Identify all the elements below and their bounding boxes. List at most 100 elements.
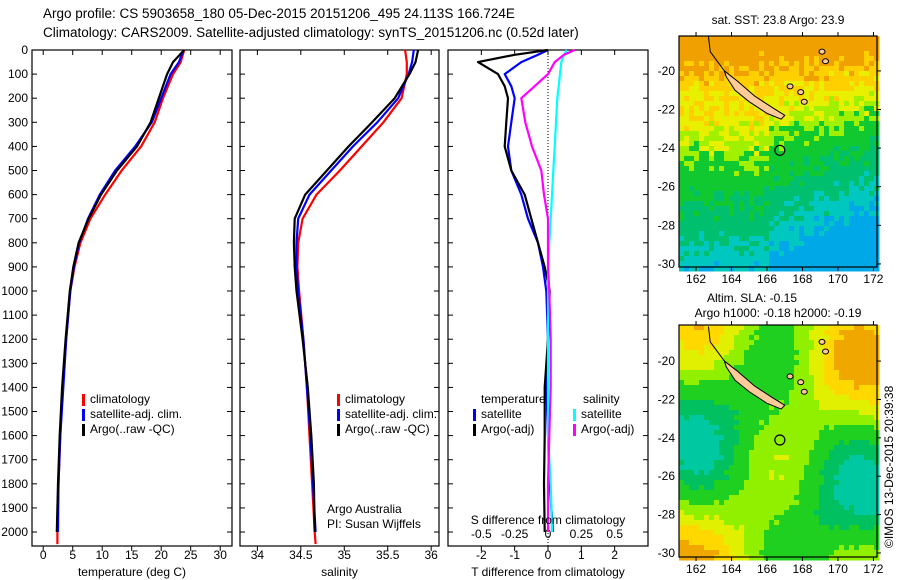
map-cell <box>759 86 765 92</box>
map-cell <box>819 76 825 82</box>
map-cell <box>784 440 790 446</box>
map-cell <box>859 121 865 127</box>
map-cell <box>704 430 710 436</box>
map-cell <box>784 410 790 416</box>
legend-label: satellite <box>581 407 622 421</box>
map-cell <box>709 211 715 217</box>
map-cell <box>759 340 765 346</box>
map-cell <box>729 505 735 511</box>
map-cell <box>729 101 735 107</box>
map-cell <box>829 161 835 167</box>
map-cell <box>694 365 700 371</box>
map-cell <box>689 101 695 107</box>
map-cell <box>764 345 770 351</box>
map-cell <box>764 450 770 456</box>
map-cell <box>689 191 695 197</box>
map-cell <box>764 540 770 546</box>
map-cell <box>734 555 740 561</box>
map-cell <box>714 555 720 561</box>
map-cell <box>749 340 755 346</box>
map-cell <box>704 201 710 207</box>
map-cell <box>854 480 860 486</box>
map-cell <box>704 96 710 102</box>
map-cell <box>694 505 700 511</box>
map-cell <box>684 355 690 361</box>
map-cell <box>864 231 870 237</box>
map-cell <box>729 211 735 217</box>
map-cell <box>699 171 705 177</box>
map-cell <box>869 500 875 506</box>
map-cell <box>699 141 705 147</box>
map-cell <box>844 435 850 441</box>
map-cell <box>864 475 870 481</box>
map-cell <box>799 196 805 202</box>
map-cell <box>709 360 715 366</box>
map-cell <box>799 126 805 132</box>
map-cell <box>814 390 820 396</box>
map-cell <box>779 76 785 82</box>
map-cell <box>694 550 700 556</box>
map-cell <box>859 510 865 516</box>
map-cell <box>694 76 700 82</box>
map-cell <box>734 465 740 471</box>
map-cell <box>794 106 800 112</box>
map-cell <box>709 116 715 122</box>
map-cell <box>759 191 765 197</box>
map-cell <box>714 380 720 386</box>
map-cell <box>759 415 765 421</box>
map-cell <box>779 151 785 157</box>
map-cell <box>709 161 715 167</box>
map-cell <box>834 410 840 416</box>
map-cell <box>749 405 755 411</box>
map-cell <box>784 375 790 381</box>
map-cell <box>694 375 700 381</box>
map-cell <box>714 146 720 152</box>
map-cell <box>799 256 805 262</box>
temperature-tick-label: 20 <box>155 548 169 562</box>
map-cell <box>814 325 820 331</box>
map-cell <box>699 350 705 356</box>
map-cell <box>824 246 830 252</box>
map-cell <box>824 375 830 381</box>
map-cell <box>859 91 865 97</box>
map-cell <box>854 156 860 162</box>
map-cell <box>854 415 860 421</box>
map-cell <box>699 455 705 461</box>
map-cell <box>789 36 795 42</box>
map-cell <box>774 465 780 471</box>
map-cell <box>704 375 710 381</box>
map-cell <box>724 445 730 451</box>
sla-map-title: Altim. SLA: -0.15 <box>707 291 797 305</box>
map-cell <box>864 365 870 371</box>
map-cell <box>864 375 870 381</box>
map-cell <box>759 181 765 187</box>
map-cell <box>864 435 870 441</box>
map-cell <box>759 176 765 182</box>
longitude-tick-label: 172 <box>863 562 883 576</box>
map-cell <box>734 520 740 526</box>
map-cell <box>759 256 765 262</box>
map-cell <box>774 550 780 556</box>
map-cell <box>709 510 715 516</box>
map-cell <box>839 435 845 441</box>
map-cell <box>839 495 845 501</box>
map-cell <box>739 550 745 556</box>
map-cell <box>869 261 875 267</box>
map-cell <box>784 325 790 331</box>
map-cell <box>729 91 735 97</box>
map-cell <box>739 151 745 157</box>
map-cell <box>814 510 820 516</box>
map-cell <box>809 530 815 536</box>
map-cell <box>789 241 795 247</box>
map-cell <box>749 415 755 421</box>
legend-swatch <box>473 424 476 436</box>
map-cell <box>784 221 790 227</box>
map-cell <box>769 440 775 446</box>
map-cell <box>844 126 850 132</box>
map-cell <box>839 440 845 446</box>
map-cell <box>824 216 830 222</box>
map-cell <box>834 400 840 406</box>
map-cell <box>774 435 780 441</box>
map-cell <box>684 111 690 117</box>
map-cell <box>724 61 730 67</box>
